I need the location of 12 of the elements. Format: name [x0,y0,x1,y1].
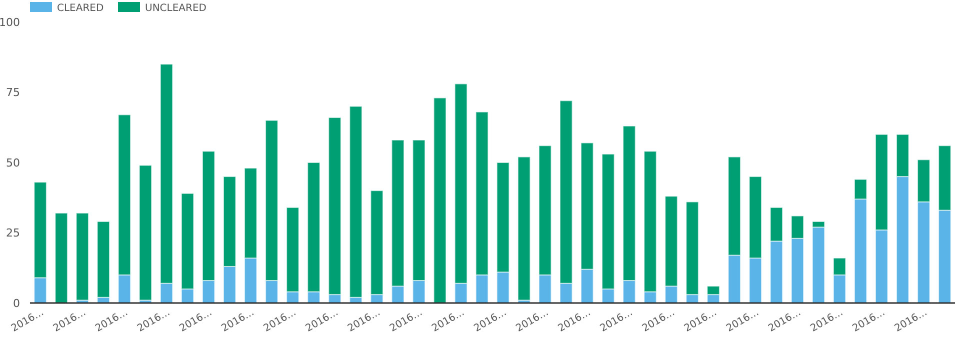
bar [138,164,152,301]
y-tick-label: 50 [6,156,20,170]
y-tick-label: 75 [6,86,20,100]
legend-label: UNCLEARED [145,3,207,14]
bar [433,97,447,304]
y-tick-label: 100 [0,16,20,29]
legend-label: CLEARED [57,3,104,14]
y-tick-label: 0 [13,296,20,310]
bar [54,212,68,304]
y-tick-label: 25 [6,226,20,240]
bar [517,156,531,301]
bar [76,212,89,301]
